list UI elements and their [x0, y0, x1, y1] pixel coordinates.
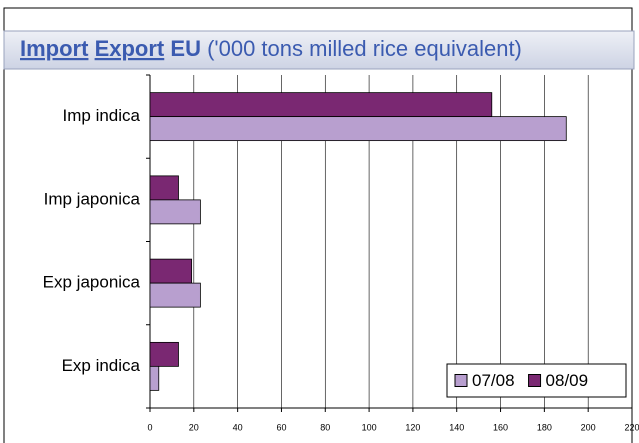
bar [149, 175, 179, 201]
x-tick-label: 180 [537, 422, 552, 432]
legend-swatch [528, 374, 542, 387]
x-tick-label: 100 [362, 422, 377, 432]
title-box [3, 30, 635, 70]
category-label: Exp japonica [43, 273, 141, 292]
title-part: ('000 tons milled rice equivalent) [207, 36, 522, 61]
x-tick-label: 140 [449, 422, 464, 432]
bar [149, 282, 201, 308]
legend-swatch [454, 374, 468, 387]
title-part: Import [20, 36, 89, 61]
x-tick-label: 60 [276, 422, 286, 432]
legend-label: 07/08 [472, 371, 515, 390]
category-label: Imp indica [63, 106, 141, 125]
x-tick-label: 200 [581, 422, 596, 432]
category-label: Imp japonica [44, 189, 141, 208]
x-tick-label: 40 [233, 422, 243, 432]
bar [149, 92, 493, 118]
legend-label: 08/09 [546, 371, 589, 390]
title-part: Export [95, 36, 165, 61]
category-label: Exp indica [62, 356, 141, 375]
x-tick-label: 20 [189, 422, 199, 432]
x-tick-label: 160 [493, 422, 508, 432]
bar [149, 258, 193, 284]
chart-title: Import Export EU ('000 tons milled rice … [20, 36, 522, 61]
bar [149, 365, 160, 391]
bar [149, 341, 179, 367]
x-tick-label: 120 [405, 422, 420, 432]
x-tick-label: 80 [320, 422, 330, 432]
title-part: EU [170, 36, 201, 61]
bar [149, 199, 201, 225]
x-tick-label: 220 [624, 422, 639, 432]
bar [149, 116, 567, 142]
x-tick-label: 0 [147, 422, 152, 432]
